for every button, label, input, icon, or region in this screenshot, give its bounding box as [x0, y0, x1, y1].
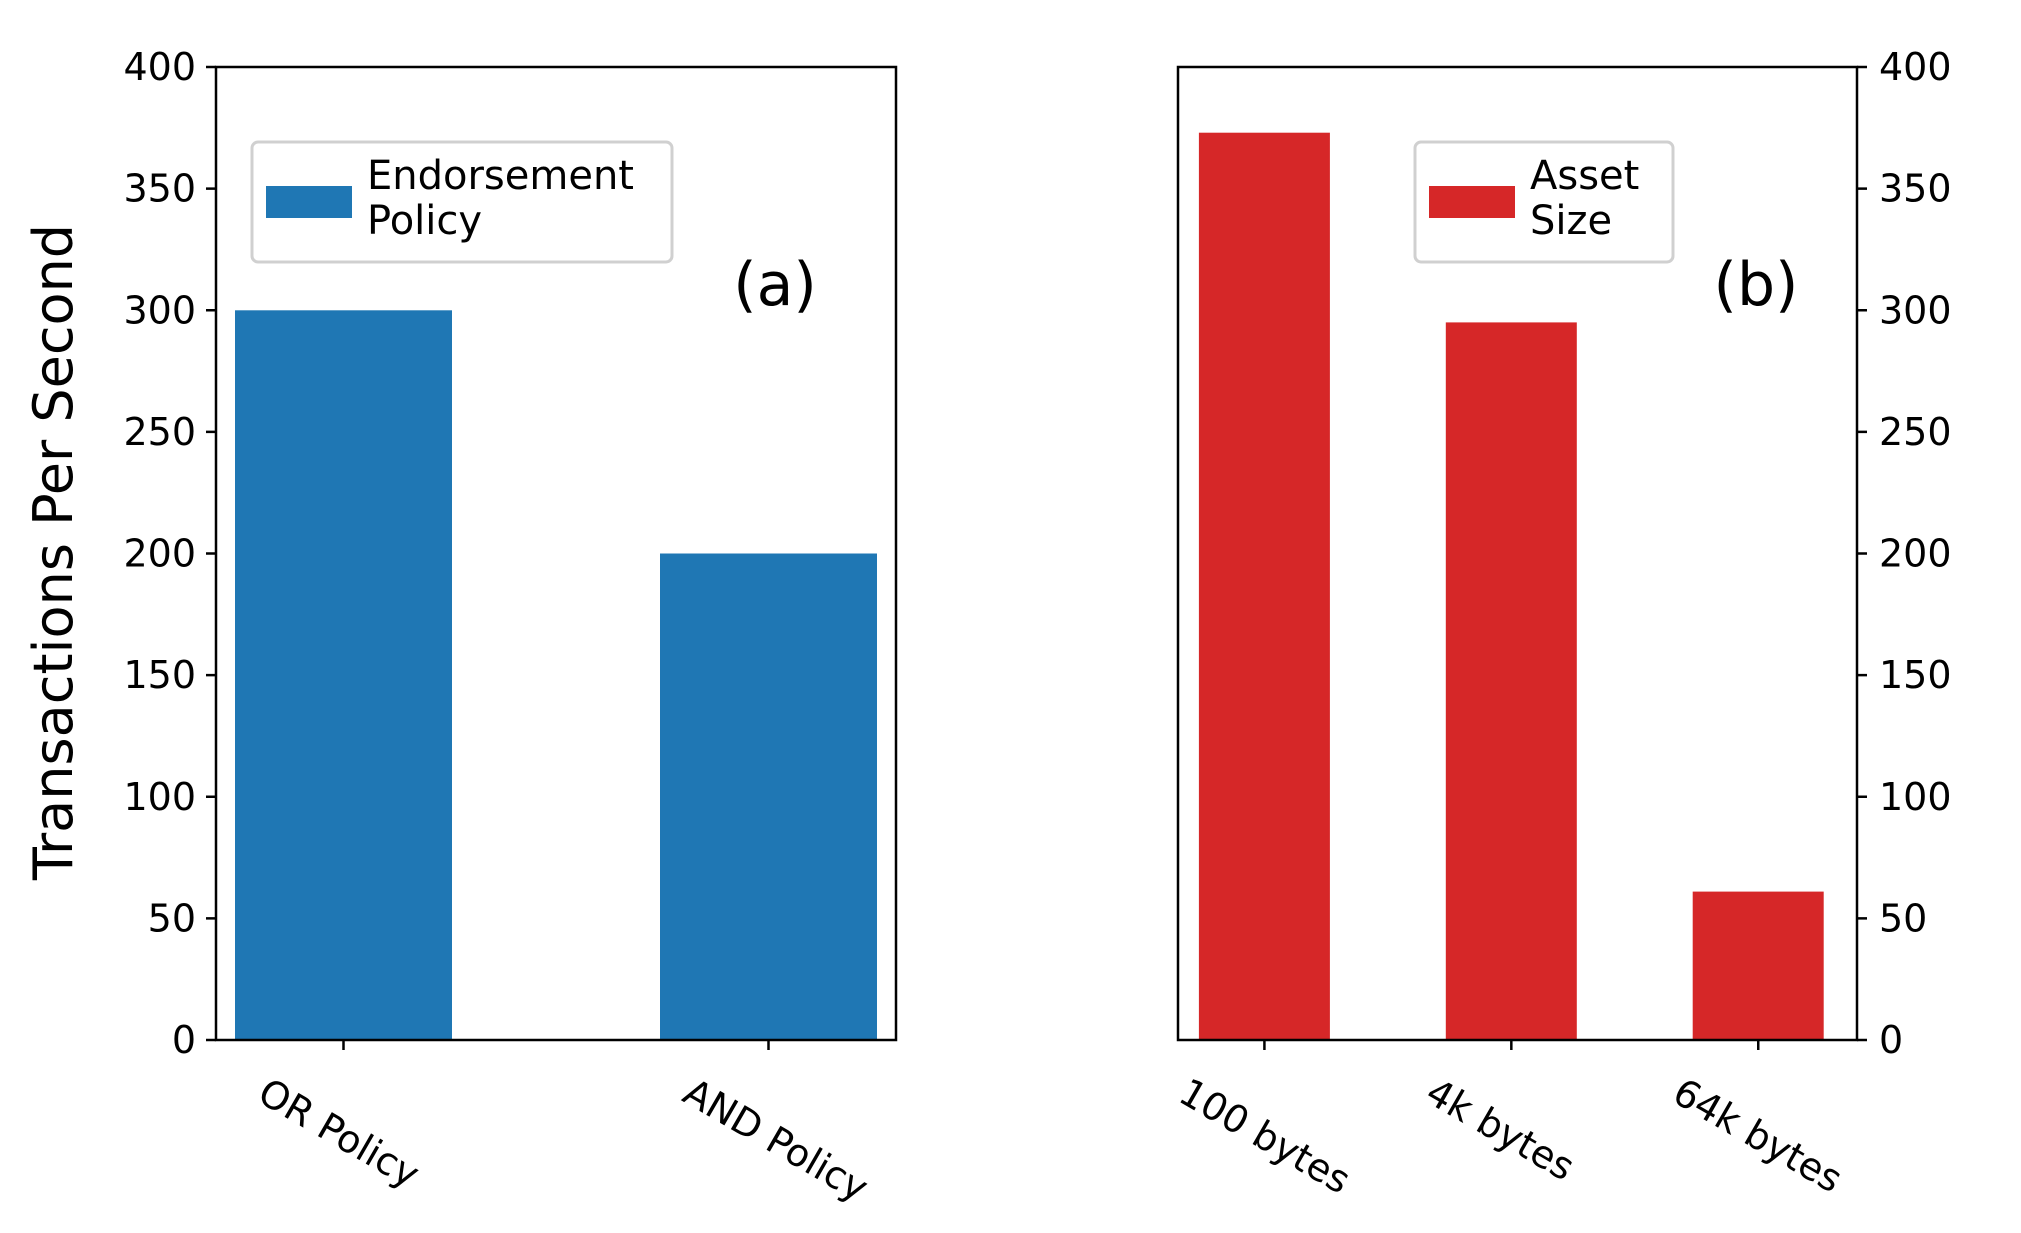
- y-tick-label-a: 350: [123, 167, 196, 211]
- panel-label-a: (a): [733, 250, 817, 320]
- y-tick-label-a: 0: [172, 1018, 196, 1062]
- y-tick-label-b: 150: [1879, 653, 1952, 697]
- y-tick-label-a: 300: [123, 288, 196, 332]
- y-tick-label-a: 200: [123, 532, 196, 576]
- bar-a-1: [235, 310, 452, 1041]
- panel-label-b: (b): [1714, 250, 1799, 320]
- legend-label-a: Endorsement Policy: [367, 153, 634, 244]
- legend-box-b: [1413, 140, 1675, 264]
- legend-label-b: Asset Size: [1530, 153, 1639, 244]
- bar-b-1: [1198, 132, 1330, 1040]
- y-tick-label-b: 300: [1879, 288, 1952, 332]
- y-tick-label-a: 250: [123, 410, 196, 454]
- y-tick-label-b: 200: [1879, 532, 1952, 576]
- y-tick-label-b: 350: [1879, 167, 1952, 211]
- y-tick-label-a: 150: [123, 653, 196, 697]
- y-tick-label-a: 50: [148, 896, 196, 940]
- y-tick-label-b: 400: [1879, 45, 1952, 89]
- y-tick-label-a: 400: [123, 45, 196, 89]
- y-tick-label-b: 250: [1879, 410, 1952, 454]
- bar-b-3: [1692, 891, 1824, 1040]
- legend-swatch-b: [1429, 186, 1515, 218]
- y-tick-label-b: 100: [1879, 775, 1952, 819]
- y-tick-label-b: 0: [1879, 1018, 1903, 1062]
- y-axis-title: Transactions Per Second: [22, 224, 85, 881]
- bar-a-2: [660, 553, 877, 1040]
- y-tick-label-b: 50: [1879, 896, 1927, 940]
- legend-box-a: [250, 140, 674, 264]
- bar-b-2: [1445, 322, 1577, 1040]
- y-tick-label-a: 100: [123, 775, 196, 819]
- legend-swatch-a: [266, 186, 352, 218]
